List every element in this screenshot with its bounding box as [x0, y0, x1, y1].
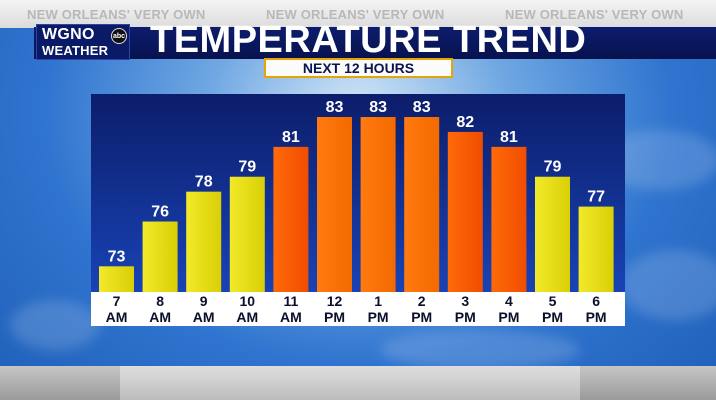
data-label: 83: [326, 99, 344, 116]
bar-12-pm: [317, 117, 352, 292]
x-tick-hour: 2: [418, 293, 426, 309]
chart-title: TEMPERATURE TREND: [150, 19, 587, 61]
slogan-text: NEW ORLEANS' VERY OWN: [27, 7, 206, 22]
x-tick-period: AM: [106, 309, 128, 325]
slogan-bar: NEW ORLEANS' VERY OWN NEW ORLEANS' VERY …: [0, 0, 716, 28]
x-tick-hour: 1: [374, 293, 382, 309]
bar-4-pm: [491, 146, 527, 292]
data-label: 81: [500, 129, 518, 146]
x-tick-period: PM: [542, 309, 563, 325]
x-tick-hour: 10: [240, 293, 256, 309]
data-label: 81: [282, 129, 300, 146]
logo-subtitle: WEATHER: [42, 43, 109, 58]
bar-10-am: [229, 176, 265, 292]
bar-7-am: [99, 266, 134, 292]
x-tick-period: AM: [280, 309, 302, 325]
x-tick-period: PM: [368, 309, 389, 325]
data-label: 79: [238, 159, 256, 176]
data-label: 83: [369, 99, 387, 116]
chart-subtitle: NEXT 12 HOURS: [264, 58, 453, 78]
data-label: 83: [413, 99, 431, 116]
data-label: 73: [108, 248, 126, 265]
x-tick-hour: 6: [592, 293, 600, 309]
logo-callsign: WGNO: [42, 26, 95, 43]
x-tick-hour: 3: [461, 293, 469, 309]
slogan-text: NEW ORLEANS' VERY OWN: [266, 7, 445, 22]
data-label: 78: [195, 174, 213, 191]
bar-2-pm: [404, 117, 440, 292]
x-tick-period: PM: [411, 309, 432, 325]
x-tick-period: PM: [586, 309, 607, 325]
x-tick-period: PM: [498, 309, 519, 325]
cloud-decoration: [380, 330, 580, 370]
x-tick-hour: 7: [113, 293, 121, 309]
station-logo: WGNO abc WEATHER: [36, 24, 130, 60]
x-tick-hour: 11: [283, 293, 298, 309]
x-tick-period: AM: [193, 309, 215, 325]
title-bar: [34, 27, 716, 59]
x-tick-hour: 9: [200, 293, 208, 309]
cloud-decoration: [620, 250, 716, 320]
x-tick-period: AM: [236, 309, 258, 325]
x-tick-hour: 5: [549, 293, 557, 309]
cloud-decoration: [10, 300, 100, 350]
x-tick-period: AM: [149, 309, 171, 325]
bottom-strip-center: [120, 366, 580, 400]
x-axis-bar: [91, 292, 625, 326]
x-tick-period: PM: [324, 309, 345, 325]
slogan-text: NEW ORLEANS' VERY OWN: [505, 7, 684, 22]
abc-network-icon: abc: [111, 28, 127, 44]
x-tick-hour: 8: [156, 293, 164, 309]
bar-6-pm: [578, 206, 614, 292]
bar-3-pm: [447, 131, 483, 292]
bar-1-pm: [360, 117, 396, 292]
bar-8-am: [142, 221, 178, 292]
bar-11-am: [273, 146, 309, 292]
data-label: 82: [456, 114, 474, 131]
bar-5-pm: [535, 176, 570, 292]
data-label: 76: [151, 204, 169, 221]
x-tick-period: PM: [455, 309, 476, 325]
data-label: 79: [544, 159, 562, 176]
x-tick-hour: 12: [327, 293, 343, 309]
data-label: 77: [587, 189, 605, 206]
x-tick-hour: 4: [505, 293, 513, 309]
bar-9-am: [186, 191, 222, 292]
